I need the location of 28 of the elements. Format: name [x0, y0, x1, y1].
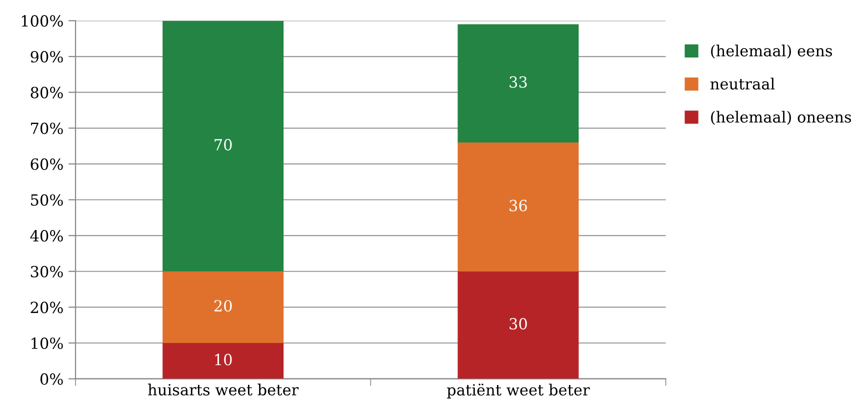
y-tick-label: 30% — [30, 266, 63, 278]
y-tick-label: 20% — [30, 302, 63, 314]
bar — [162, 271, 284, 343]
bar — [458, 142, 579, 272]
bar — [458, 271, 579, 379]
bar — [162, 20, 284, 272]
data-label: 30 — [510, 318, 527, 330]
y-tick-label: 70% — [31, 122, 63, 134]
y-tick-label: 0% — [40, 373, 63, 385]
legend-label: neutraal — [710, 78, 775, 90]
y-tick-label: 50% — [31, 194, 63, 206]
legend-label: (helemaal) oneens — [711, 110, 852, 125]
y-tick-label: 10% — [32, 337, 63, 350]
y-tick-label: 80% — [30, 86, 63, 98]
y-tick-label: 100% — [22, 15, 63, 27]
data-label: 36 — [510, 200, 527, 212]
bar — [162, 343, 284, 379]
data-label: 10 — [215, 354, 232, 366]
x-tick-label: huisarts weet beter — [148, 384, 299, 396]
bar — [458, 24, 579, 142]
data-label: 70 — [214, 138, 232, 150]
legend-label: (helemaal) eens — [711, 44, 832, 59]
y-tick-label: 40% — [30, 230, 63, 242]
data-label: 20 — [214, 300, 232, 312]
y-tick-label: 60% — [30, 158, 63, 170]
y-tick-label: 90% — [30, 50, 63, 63]
x-tick-label: patiënt weet beter — [447, 384, 590, 399]
data-label: 33 — [510, 76, 527, 88]
